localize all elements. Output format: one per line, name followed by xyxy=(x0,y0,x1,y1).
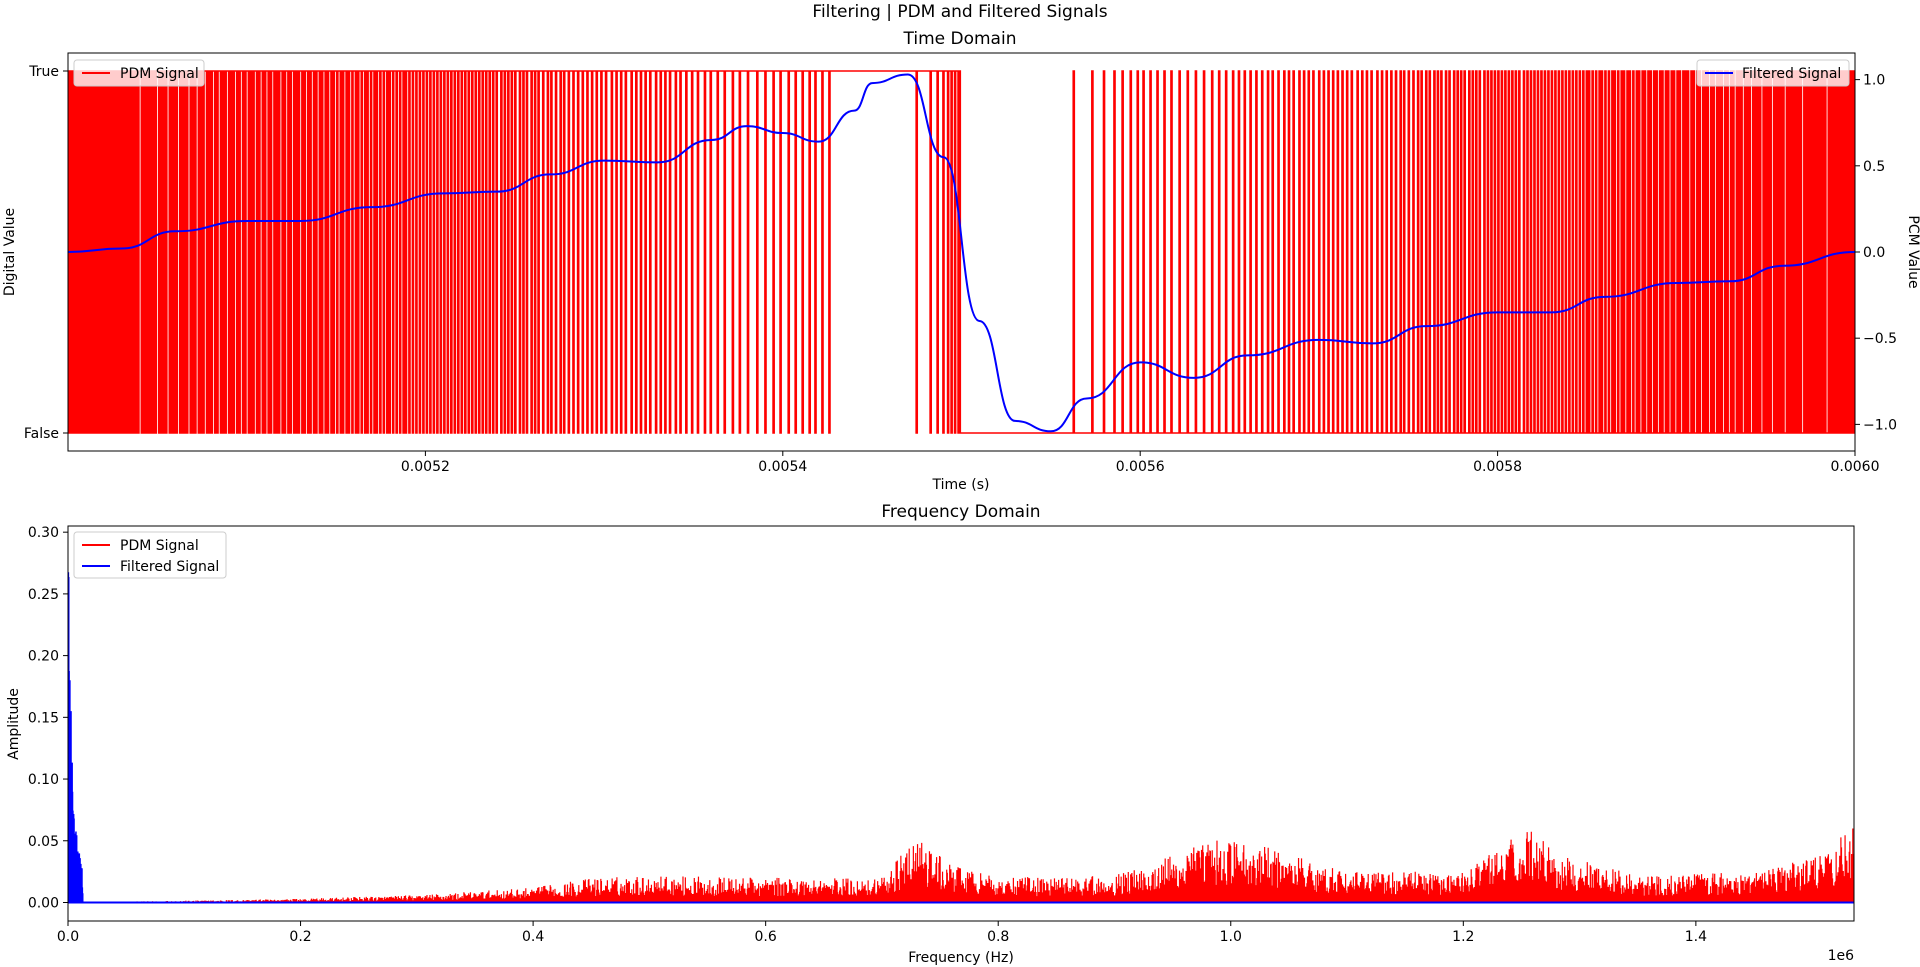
y-tick-label: 0.05 xyxy=(28,834,59,850)
x-tick-label: 0.6 xyxy=(755,929,777,945)
frequency-domain-frame xyxy=(67,525,1855,922)
legend-label-filtered: Filtered Signal xyxy=(1742,66,1841,82)
time-domain-y-ticks-right: 1.0 0.5 0.0 −0.5 −1.0 xyxy=(1855,73,1897,433)
time-domain-legend-right: Filtered Signal xyxy=(1696,59,1850,87)
y-tick-label: 0.15 xyxy=(28,710,59,726)
time-domain-x-ticks: 0.0052 0.0054 0.0056 0.0058 0.0060 xyxy=(401,451,1880,475)
y-right-tick-label: 1.0 xyxy=(1863,73,1885,89)
x-tick-label: 0.0 xyxy=(57,929,79,945)
pdm-signal-trace xyxy=(68,70,1855,434)
y-tick-label: 0.25 xyxy=(28,587,59,603)
x-tick-label: 0.0060 xyxy=(1831,459,1880,475)
legend-box xyxy=(73,531,227,579)
frequency-domain-title: Frequency Domain xyxy=(881,502,1040,522)
time-domain-xlabel: Time (s) xyxy=(932,477,990,493)
x-tick-label: 0.0058 xyxy=(1473,459,1522,475)
y-tick-label: 0.30 xyxy=(28,525,59,541)
x-tick-label: 0.8 xyxy=(987,929,1009,945)
x-tick-label: 1.0 xyxy=(1220,929,1242,945)
time-domain-legend-left: PDM Signal xyxy=(73,59,205,87)
filtered-spectrum-trace xyxy=(68,572,84,903)
frequency-domain-axes: Frequency Domain 0.0 0.2 0.4 0.6 0.8 1.0 1.2 1.… xyxy=(6,502,1855,966)
y-tick-label: False xyxy=(24,426,59,442)
legend-label-pdm: PDM Signal xyxy=(120,66,199,82)
legend-label-pdm: PDM Signal xyxy=(120,538,199,554)
frequency-domain-xlabel: Frequency (Hz) xyxy=(908,950,1014,966)
time-domain-axes: Time Domain 0.0052 0.0054 0.0056 0.0058 0.00… xyxy=(2,29,1920,493)
time-domain-ylabel-left: Digital Value xyxy=(2,208,18,296)
x-tick-label: 0.0056 xyxy=(1116,459,1165,475)
x-tick-label: 1.4 xyxy=(1685,929,1707,945)
frequency-domain-x-ticks: 0.0 0.2 0.4 0.6 0.8 1.0 1.2 1.4 xyxy=(57,921,1707,945)
time-domain-y-ticks-left: True False xyxy=(24,64,68,442)
legend-label-filtered: Filtered Signal xyxy=(120,559,219,575)
time-domain-filtered-series xyxy=(68,73,1855,433)
time-domain-ylabel-right: PCM Value xyxy=(1905,215,1920,288)
x-tick-label: 0.0052 xyxy=(401,459,450,475)
y-right-tick-label: 0.0 xyxy=(1863,245,1885,261)
frequency-domain-y-ticks: 0.00 0.05 0.10 0.15 0.20 0.25 0.30 xyxy=(28,525,68,911)
x-tick-label: 1.2 xyxy=(1452,929,1474,945)
frequency-domain-ylabel: Amplitude xyxy=(6,688,22,760)
figure-suptitle: Filtering | PDM and Filtered Signals xyxy=(812,2,1107,22)
legend-box xyxy=(1696,59,1850,87)
frequency-domain-legend: PDM Signal Filtered Signal xyxy=(73,531,227,579)
x-tick-label: 0.2 xyxy=(289,929,311,945)
time-domain-title: Time Domain xyxy=(903,29,1017,49)
y-tick-label: 0.10 xyxy=(28,772,59,788)
x-tick-label: 0.0054 xyxy=(758,459,807,475)
time-domain-pdm-series xyxy=(68,70,1855,434)
y-tick-label: 0.00 xyxy=(28,895,59,911)
filtered-signal-trace xyxy=(68,73,1855,433)
y-right-tick-label: −1.0 xyxy=(1863,417,1897,433)
y-right-tick-label: −0.5 xyxy=(1863,331,1897,347)
frequency-axis-offset-label: 1e6 xyxy=(1828,948,1855,964)
frequency-domain-filtered-series xyxy=(68,572,1854,904)
pdm-spectrum-trace xyxy=(68,828,1854,903)
y-tick-label: 0.20 xyxy=(28,649,59,665)
legend-box xyxy=(73,59,205,87)
y-tick-label: True xyxy=(28,64,59,80)
y-right-tick-label: 0.5 xyxy=(1863,159,1885,175)
x-tick-label: 0.4 xyxy=(522,929,544,945)
